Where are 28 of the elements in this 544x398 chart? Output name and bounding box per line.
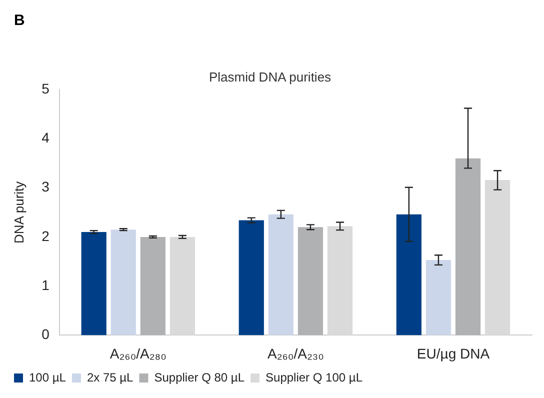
bar [455,158,481,336]
bar [81,232,106,336]
legend-label: 2x 75 µL [86,370,134,384]
x-tick-label: A₂₆₀/A₂₃₀ [267,345,324,362]
y-tick-label: 1 [42,276,50,293]
legend-label: Supplier Q 80 µL [154,370,245,384]
bar [268,214,294,336]
legend-label: Supplier Q 100 µL [266,370,363,384]
bar [327,226,353,336]
bar [110,230,136,336]
text: B [14,12,25,29]
bar [484,180,510,336]
y-tick-label: 4 [42,130,50,146]
y-axis-title: DNA purity [11,180,26,244]
x-tick-label: EU/µg DNA [416,345,490,362]
legend-label: 100 µL [29,370,66,384]
x-tick-label: A₂₆₀/A₂₈₀ [110,345,167,362]
chart-title: Plasmid DNA purities [208,69,332,84]
bar [298,227,324,336]
bar [396,214,422,336]
bar [170,236,196,336]
bar [140,236,166,336]
y-tick-label: 2 [42,228,50,244]
y-tick-label: 5 [42,80,50,96]
bar [238,220,264,336]
y-tick-label: 0 [42,326,50,342]
y-tick-label: 3 [42,178,50,195]
bar [426,260,452,336]
